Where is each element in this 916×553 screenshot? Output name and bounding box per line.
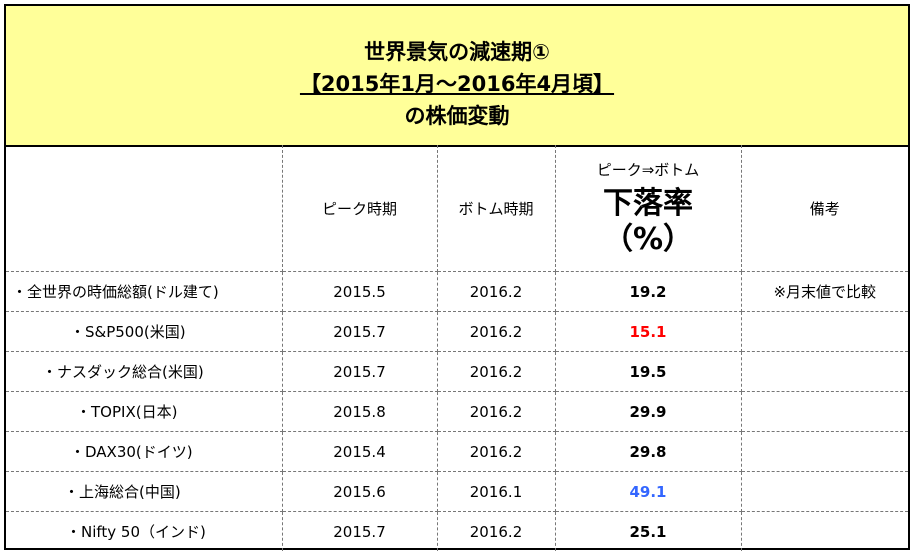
header-note: 備考 — [740, 145, 908, 272]
row-peak: 2015.7 — [281, 311, 438, 352]
row-note: ※月末値で比較 — [740, 271, 908, 312]
table-row: ・Nifty 50（インド) 2015.7 2016.2 25.1 — [6, 511, 908, 551]
row-note — [740, 431, 908, 472]
row-rate: 25.1 — [554, 511, 742, 551]
row-bottom: 2016.2 — [436, 511, 556, 551]
row-note — [740, 351, 908, 392]
row-name: ・Nifty 50（インド) — [6, 511, 283, 551]
table-row: ・TOPIX(日本) 2015.8 2016.2 29.9 — [6, 391, 908, 432]
header-bottom: ボトム時期 — [436, 145, 556, 272]
row-note — [740, 391, 908, 432]
row-bottom: 2016.2 — [436, 311, 556, 352]
row-rate: 19.5 — [554, 351, 742, 392]
row-rate: 19.2 — [554, 271, 742, 312]
table-row: ・ナスダック総合(米国) 2015.7 2016.2 19.5 — [6, 351, 908, 392]
header-rate: ピーク⇒ボトム 下落率 （%） — [554, 145, 742, 272]
row-peak: 2015.7 — [281, 351, 438, 392]
header-rate-unit: （%） — [602, 221, 694, 257]
row-peak: 2015.6 — [281, 471, 438, 512]
row-bottom: 2016.1 — [436, 471, 556, 512]
title-line-2: 【2015年1月～2016年4月頃】 — [299, 72, 615, 96]
title-banner: 世界景気の減速期① 【2015年1月～2016年4月頃】 の株価変動 — [6, 6, 908, 147]
row-bottom: 2016.2 — [436, 391, 556, 432]
row-note — [740, 311, 908, 352]
row-rate: 49.1 — [554, 471, 742, 512]
header-peak: ピーク時期 — [281, 145, 438, 272]
table-row: ・DAX30(ドイツ) 2015.4 2016.2 29.8 — [6, 431, 908, 472]
row-bottom: 2016.2 — [436, 271, 556, 312]
stock-decline-table: ピーク時期 ボトム時期 ピーク⇒ボトム 下落率 （%） 備考 ・全世界の時価総額… — [6, 145, 908, 551]
row-note — [740, 471, 908, 512]
row-peak: 2015.7 — [281, 511, 438, 551]
header-name — [6, 145, 283, 272]
row-bottom: 2016.2 — [436, 351, 556, 392]
row-name: ・ナスダック総合(米国) — [6, 351, 283, 392]
stock-table-sheet: 世界景気の減速期① 【2015年1月～2016年4月頃】 の株価変動 ピーク時期… — [4, 4, 910, 551]
row-peak: 2015.4 — [281, 431, 438, 472]
header-rate-main: 下落率 — [603, 185, 693, 221]
row-rate: 29.9 — [554, 391, 742, 432]
row-name: ・DAX30(ドイツ) — [6, 431, 283, 472]
row-peak: 2015.5 — [281, 271, 438, 312]
table-row: ・上海総合(中国) 2015.6 2016.1 49.1 — [6, 471, 908, 512]
row-name: ・全世界の時価総額(ドル建て) — [6, 271, 283, 312]
row-note — [740, 511, 908, 551]
title-line-3: の株価変動 — [404, 104, 510, 128]
table-row: ・全世界の時価総額(ドル建て) 2015.5 2016.2 19.2 ※月末値で比較 — [6, 271, 908, 312]
title-line-1: 世界景気の減速期① — [364, 40, 550, 64]
table-row: ・S&P500(米国) 2015.7 2016.2 15.1 — [6, 311, 908, 352]
row-rate: 15.1 — [554, 311, 742, 352]
row-rate: 29.8 — [554, 431, 742, 472]
header-row: ピーク時期 ボトム時期 ピーク⇒ボトム 下落率 （%） 備考 — [6, 145, 908, 272]
row-name: ・TOPIX(日本) — [6, 391, 283, 432]
row-name: ・上海総合(中国) — [6, 471, 283, 512]
header-rate-sub: ピーク⇒ボトム — [596, 160, 700, 179]
row-name: ・S&P500(米国) — [6, 311, 283, 352]
row-bottom: 2016.2 — [436, 431, 556, 472]
row-peak: 2015.8 — [281, 391, 438, 432]
